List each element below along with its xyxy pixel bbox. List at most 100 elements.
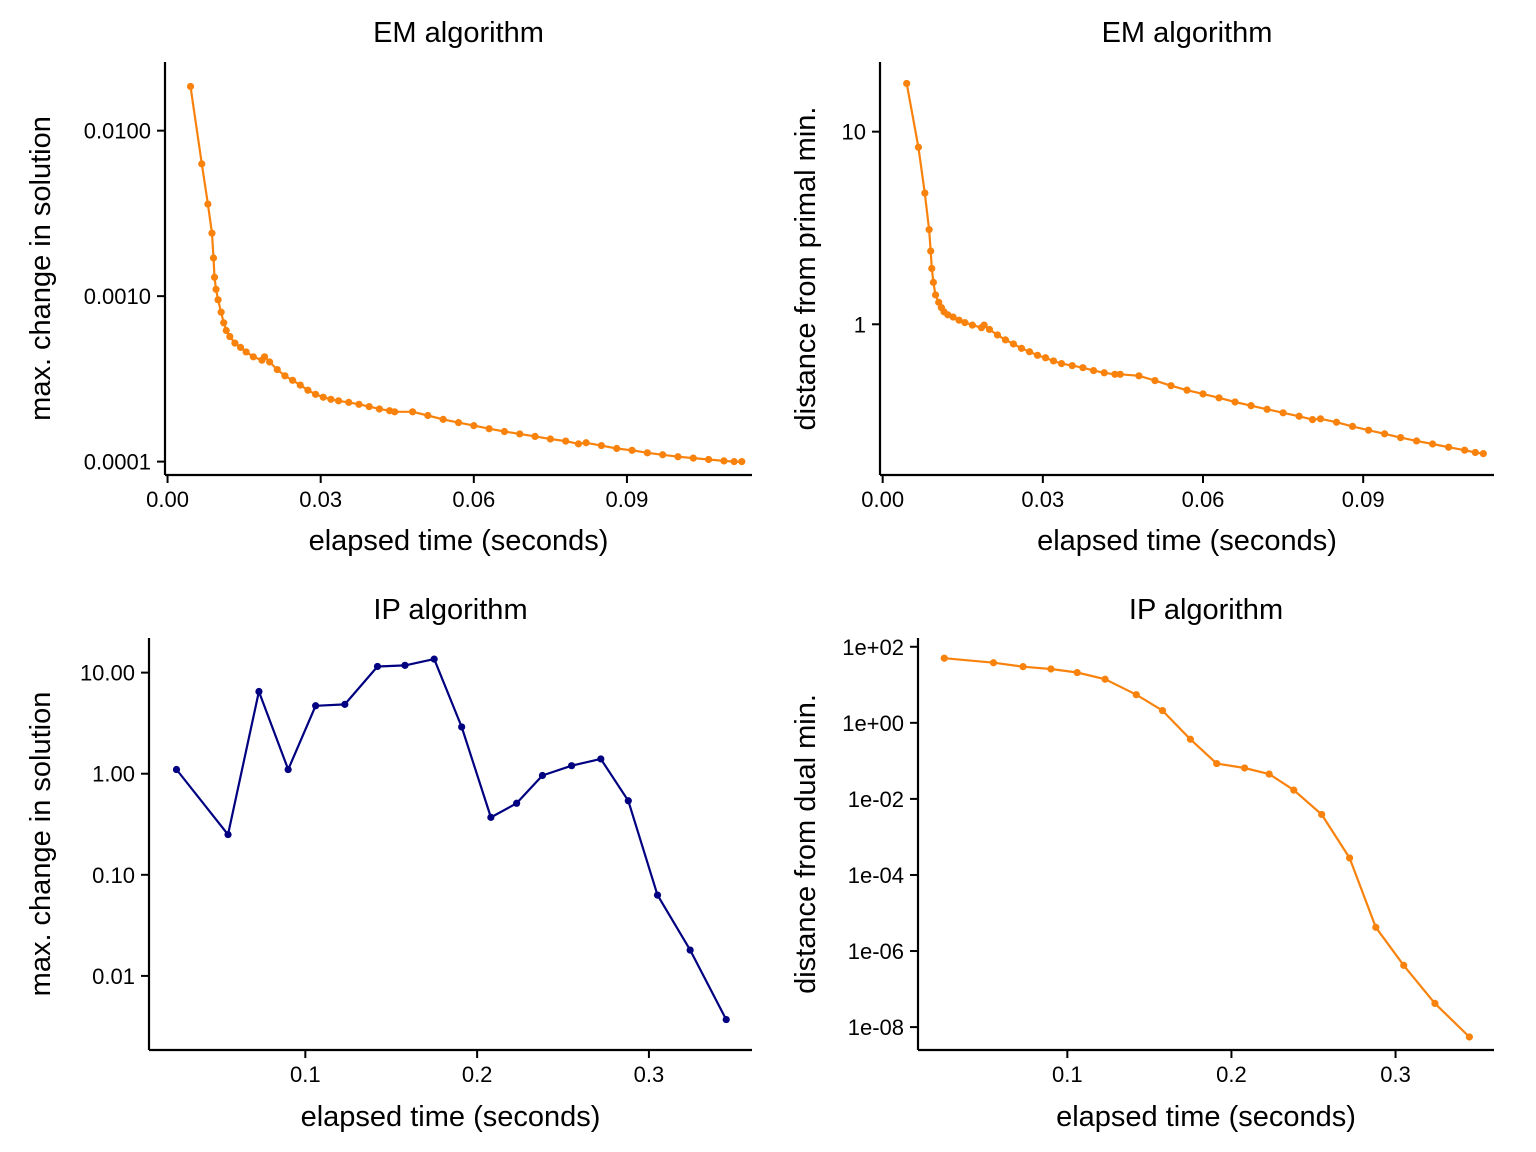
data-point <box>562 437 570 445</box>
data-point <box>1279 409 1287 417</box>
data-point <box>643 449 651 457</box>
data-point <box>439 415 447 423</box>
data-point <box>485 425 493 433</box>
data-point <box>925 226 933 234</box>
y-axis-label: max. change in solution <box>25 692 57 997</box>
y-tick-label: 0.01 <box>92 964 135 989</box>
data-point <box>1167 382 1175 390</box>
data-point <box>186 82 195 91</box>
x-tick-label: 0.3 <box>1380 1062 1411 1087</box>
data-point <box>224 830 232 839</box>
series-line <box>175 657 728 1021</box>
data-point <box>1308 415 1317 424</box>
data-point <box>955 316 963 324</box>
data-point <box>327 395 335 403</box>
data-point <box>210 273 219 281</box>
data-point <box>546 435 554 443</box>
data-point <box>903 79 911 88</box>
data-point <box>722 1015 730 1024</box>
x-tick-label: 0.1 <box>1052 1062 1083 1087</box>
data-point <box>222 326 230 335</box>
data-point <box>1265 770 1273 778</box>
data-point <box>1461 446 1469 454</box>
data-point <box>1471 448 1479 457</box>
data-point <box>1199 390 1207 398</box>
chart-title: EM algorithm <box>1102 17 1273 49</box>
data-point <box>980 321 988 329</box>
data-point <box>928 264 936 273</box>
y-axis-label: distance from dual min. <box>790 694 822 994</box>
chart-title: IP algorithm <box>1129 594 1283 626</box>
data-point <box>236 343 245 352</box>
data-point <box>1068 362 1076 370</box>
data-point <box>985 325 994 334</box>
data-point <box>531 432 539 441</box>
data-point <box>204 200 212 208</box>
x-axis-label: elapsed time (seconds) <box>1037 525 1337 557</box>
data-point <box>574 440 583 448</box>
data-point <box>1295 412 1303 420</box>
chart-title: EM algorithm <box>373 17 544 49</box>
data-point <box>624 797 632 805</box>
data-point <box>1073 668 1081 677</box>
data-point <box>1263 405 1271 413</box>
data-point <box>1186 735 1195 743</box>
y-tick-label: 1 <box>854 312 866 337</box>
y-axis-label: distance from primal min. <box>790 107 822 431</box>
data-point <box>659 451 667 459</box>
data-point <box>705 455 713 464</box>
data-point <box>266 358 274 366</box>
x-tick-label: 0.00 <box>861 487 904 512</box>
data-point <box>949 313 957 321</box>
data-point <box>289 376 297 384</box>
y-tick-label: 0.10 <box>92 863 135 888</box>
data-point <box>1372 923 1380 931</box>
data-point <box>1100 369 1108 377</box>
data-point <box>513 799 521 807</box>
x-tick-label: 0.03 <box>1021 487 1064 512</box>
data-point <box>312 702 320 710</box>
data-point <box>487 813 495 821</box>
data-point <box>1017 344 1026 352</box>
data-point <box>458 723 466 731</box>
data-point <box>249 353 257 361</box>
data-point <box>311 390 320 398</box>
data-point <box>1290 786 1298 794</box>
data-point <box>568 762 576 770</box>
data-point <box>231 339 239 347</box>
data-point <box>281 372 289 380</box>
data-point <box>1364 426 1373 434</box>
data-point <box>454 419 463 427</box>
data-point <box>1240 764 1249 772</box>
data-point <box>1332 418 1341 426</box>
data-point <box>689 454 697 462</box>
x-tick-label: 0.2 <box>1216 1062 1247 1087</box>
data-point <box>226 332 234 341</box>
data-point <box>989 659 998 667</box>
data-point <box>674 453 682 461</box>
data-point <box>1183 386 1191 394</box>
data-point <box>1019 663 1027 671</box>
data-point <box>424 411 432 420</box>
x-tick-label: 0.06 <box>1182 487 1225 512</box>
data-point <box>260 353 269 361</box>
data-point <box>1412 437 1421 445</box>
data-point <box>1057 359 1066 368</box>
y-tick-label: 0.0010 <box>84 284 151 309</box>
y-tick-label: 1e-08 <box>848 1015 904 1040</box>
y-tick-label: 1e+02 <box>842 635 904 660</box>
data-point <box>597 441 606 450</box>
data-point <box>1079 364 1087 372</box>
data-point <box>1479 450 1487 458</box>
data-point <box>208 229 216 237</box>
data-point <box>686 946 694 954</box>
x-tick-label: 0.00 <box>146 487 189 512</box>
data-point <box>927 247 935 255</box>
data-point <box>1033 351 1042 359</box>
chart-title: IP algorithm <box>373 594 527 626</box>
x-axis-label: elapsed time (seconds) <box>309 525 609 557</box>
data-point <box>345 398 353 406</box>
data-point <box>365 403 373 411</box>
data-point <box>430 655 438 663</box>
data-point <box>220 319 228 327</box>
